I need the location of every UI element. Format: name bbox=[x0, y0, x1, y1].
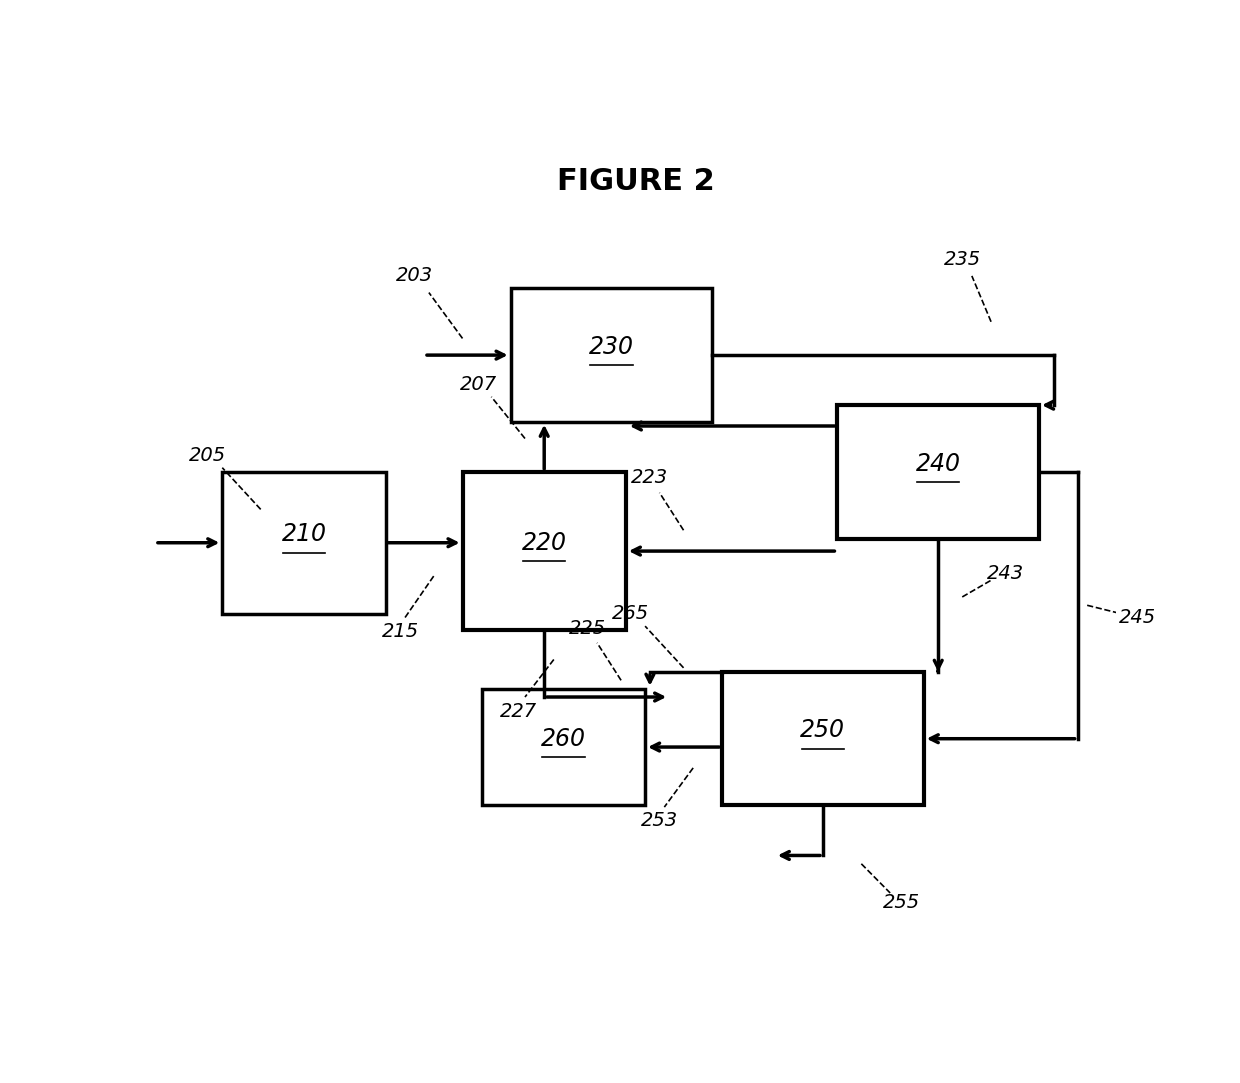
Bar bbox=[722, 671, 924, 806]
Text: 230: 230 bbox=[589, 335, 634, 358]
Bar bbox=[463, 472, 626, 630]
Text: 207: 207 bbox=[460, 375, 497, 394]
Text: 225: 225 bbox=[569, 619, 606, 638]
Text: 250: 250 bbox=[800, 718, 846, 742]
Text: 203: 203 bbox=[396, 266, 433, 286]
Text: 227: 227 bbox=[500, 702, 537, 720]
Text: 215: 215 bbox=[382, 623, 419, 641]
Text: 245: 245 bbox=[1118, 609, 1156, 627]
Text: 220: 220 bbox=[522, 531, 567, 554]
Bar bbox=[511, 288, 712, 421]
Text: 240: 240 bbox=[915, 452, 961, 475]
Bar bbox=[837, 405, 1039, 538]
Text: 205: 205 bbox=[190, 446, 227, 465]
Text: 223: 223 bbox=[631, 468, 668, 487]
Text: 255: 255 bbox=[883, 893, 920, 913]
Text: FIGURE 2: FIGURE 2 bbox=[557, 168, 714, 196]
Text: 253: 253 bbox=[641, 811, 678, 830]
Bar bbox=[481, 689, 645, 806]
Text: 260: 260 bbox=[541, 727, 587, 751]
Text: 210: 210 bbox=[281, 522, 326, 547]
Text: 265: 265 bbox=[613, 604, 650, 623]
Text: 243: 243 bbox=[987, 564, 1024, 583]
Text: 235: 235 bbox=[944, 250, 981, 269]
Bar bbox=[222, 472, 386, 614]
